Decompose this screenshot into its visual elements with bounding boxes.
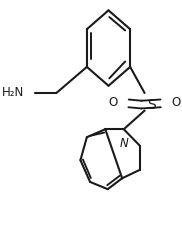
Text: H₂N: H₂N <box>2 87 24 99</box>
Text: O: O <box>108 96 117 109</box>
Text: S: S <box>147 98 156 112</box>
Text: N: N <box>119 137 128 150</box>
Text: O: O <box>172 96 181 109</box>
